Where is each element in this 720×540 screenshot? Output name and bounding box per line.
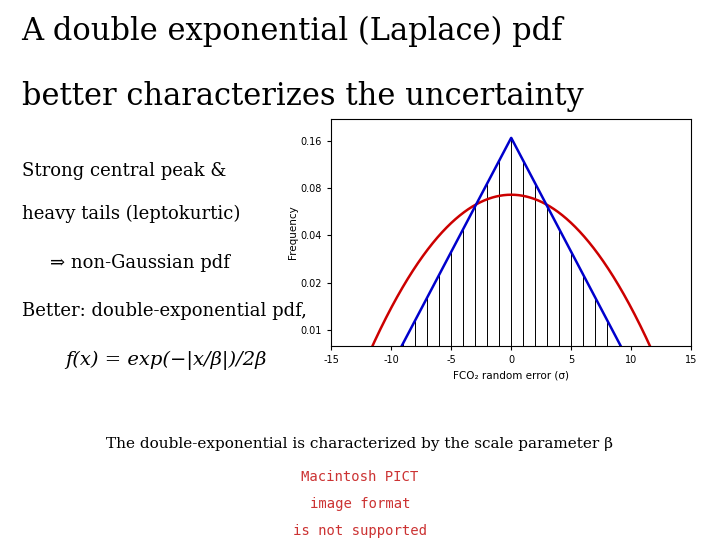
Text: image format: image format: [310, 497, 410, 511]
Text: is not supported: is not supported: [293, 524, 427, 538]
Text: ⇒ non-Gaussian pdf: ⇒ non-Gaussian pdf: [50, 254, 230, 272]
X-axis label: FCO₂ random error (σ): FCO₂ random error (σ): [453, 370, 570, 380]
Text: The double-exponential is characterized by the scale parameter β: The double-exponential is characterized …: [107, 437, 613, 451]
Y-axis label: Frequency: Frequency: [288, 205, 298, 259]
Text: better characterizes the uncertainty: better characterizes the uncertainty: [22, 81, 583, 112]
Text: heavy tails (leptokurtic): heavy tails (leptokurtic): [22, 205, 240, 224]
Text: A double exponential (Laplace) pdf: A double exponential (Laplace) pdf: [22, 16, 563, 48]
Text: f(x) = exp(−|x/β|)/2β: f(x) = exp(−|x/β|)/2β: [65, 351, 266, 370]
Text: Better: double-exponential pdf,: Better: double-exponential pdf,: [22, 302, 307, 320]
Text: Macintosh PICT: Macintosh PICT: [302, 470, 418, 484]
Text: Strong central peak &: Strong central peak &: [22, 162, 226, 180]
